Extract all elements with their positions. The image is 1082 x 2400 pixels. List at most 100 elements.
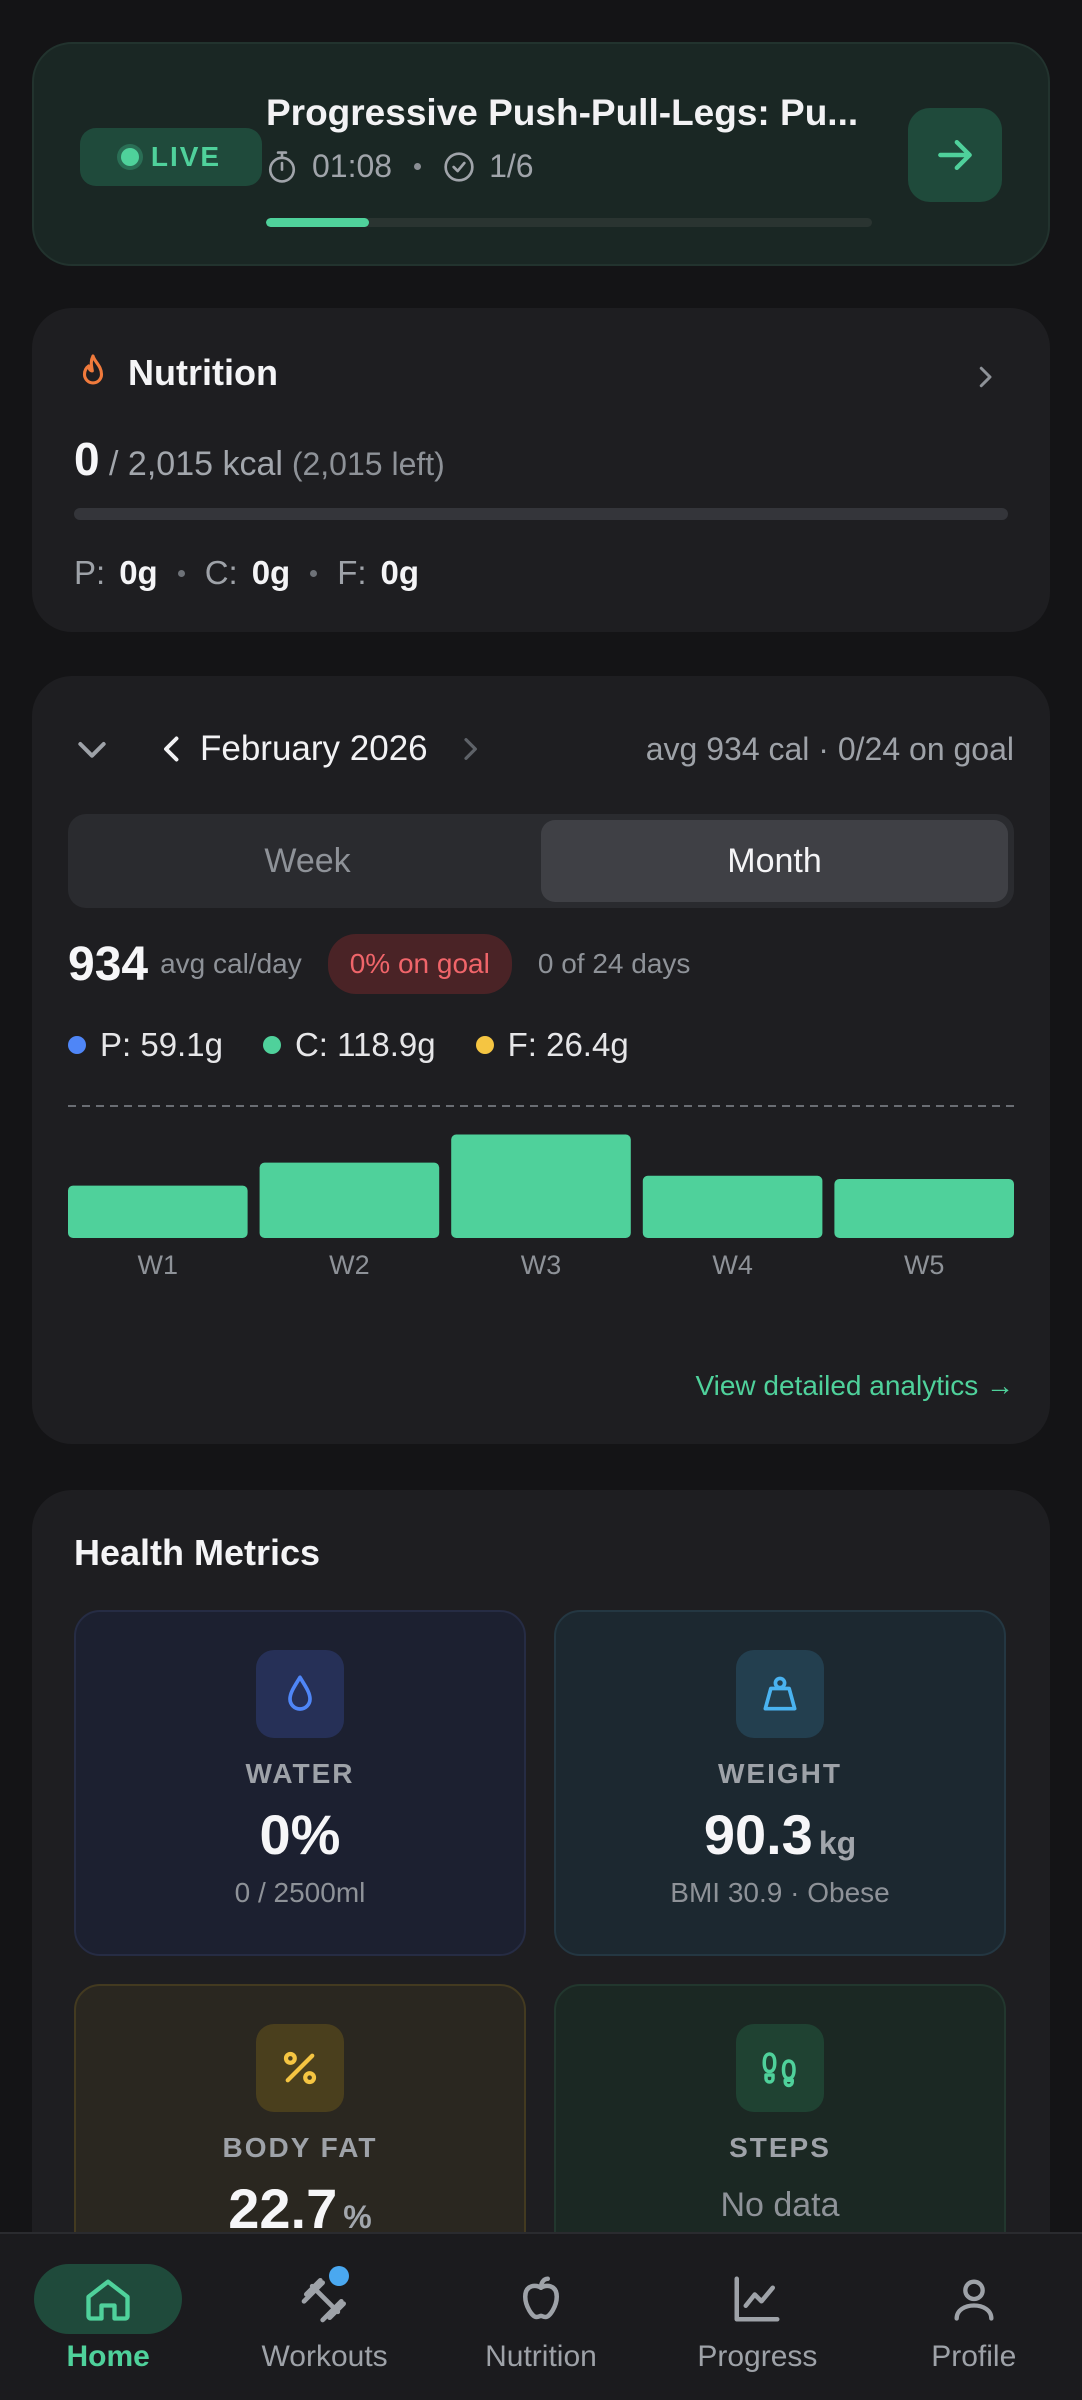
macro-separator bbox=[177, 569, 185, 577]
legend-fat-label: F: 26.4g bbox=[507, 1026, 629, 1063]
month-label: February 2026 bbox=[200, 729, 428, 768]
open-workout-button[interactable] bbox=[908, 108, 1002, 202]
steps-label: STEPS bbox=[729, 2132, 831, 2163]
next-month-icon[interactable] bbox=[454, 731, 486, 767]
weight-unit: kg bbox=[818, 1825, 857, 1861]
avg-calories-unit: avg cal/day bbox=[160, 948, 302, 979]
nav-home[interactable]: Home bbox=[8, 2264, 208, 2374]
carbs-label: C: bbox=[204, 554, 238, 591]
bottom-nav: Home Workouts Nutrition Progress Profile bbox=[0, 2232, 1082, 2400]
dumbbell-icon bbox=[301, 2278, 346, 2323]
fat-dot bbox=[475, 1036, 494, 1054]
nav-nutrition[interactable]: Nutrition bbox=[441, 2264, 641, 2374]
nav-workouts-label: Workouts bbox=[261, 2340, 388, 2373]
calorie-goal: / 2,015 kcal bbox=[99, 445, 283, 483]
water-sub: 0 / 2500ml bbox=[234, 1877, 366, 1908]
water-tile[interactable]: WATER 0% 0 / 2500ml bbox=[74, 1610, 526, 1956]
nav-profile-label: Profile bbox=[931, 2340, 1017, 2373]
nutrition-card[interactable]: Nutrition 0 / 2,015 kcal (2,015 left) P:… bbox=[32, 308, 1050, 632]
home-icon bbox=[86, 2279, 130, 2321]
calorie-summary: 0 / 2,015 kcal (2,015 left) bbox=[74, 432, 445, 486]
calories-left: (2,015 left) bbox=[282, 446, 445, 482]
view-analytics-link[interactable]: View detailed analytics → bbox=[695, 1370, 1014, 1401]
bmi-text: BMI 30.9 · Obese bbox=[670, 1877, 890, 1908]
workout-sets-count: 1/6 bbox=[489, 148, 534, 184]
live-indicator-dot bbox=[120, 148, 139, 166]
meta-separator bbox=[414, 163, 422, 170]
nutrition-title: Nutrition bbox=[128, 352, 278, 393]
legend-carbs-label: C: 118.9g bbox=[294, 1026, 436, 1063]
check-circle-icon bbox=[444, 151, 474, 182]
line-chart-icon bbox=[734, 2276, 780, 2322]
workout-title: Progressive Push-Pull-Legs: Pu... bbox=[266, 92, 859, 133]
goal-line-label: 2015 bbox=[965, 1096, 1014, 1101]
calorie-progress-bar bbox=[74, 508, 1008, 520]
chart-bar-w4[interactable] bbox=[642, 1175, 823, 1238]
nav-nutrition-label: Nutrition bbox=[485, 2340, 597, 2373]
workout-progress-bar bbox=[266, 218, 872, 227]
live-badge-label: LIVE bbox=[150, 141, 222, 172]
nav-workouts-icon-wrap bbox=[251, 2264, 399, 2334]
chart-bar-w2[interactable] bbox=[259, 1162, 440, 1238]
apple-icon bbox=[522, 2276, 559, 2320]
chart-bar-w1[interactable] bbox=[68, 1185, 248, 1238]
stopwatch-icon bbox=[268, 150, 296, 183]
chevron-right-icon[interactable] bbox=[970, 360, 1000, 394]
body-fat-value: 22.7 bbox=[228, 2177, 338, 2240]
live-workout-card[interactable]: LIVE Progressive Push-Pull-Legs: Pu... 0… bbox=[32, 42, 1050, 266]
flame-icon bbox=[82, 354, 104, 385]
workout-meta: 01:08 1/6 bbox=[266, 148, 534, 185]
water-icon-box bbox=[256, 1650, 344, 1738]
nav-profile[interactable]: Profile bbox=[874, 2264, 1074, 2374]
body-fat-label: BODY FAT bbox=[222, 2132, 378, 2163]
tab-month[interactable]: Month bbox=[541, 820, 1008, 902]
live-badge: LIVE bbox=[80, 128, 262, 186]
water-value: 0% bbox=[259, 1803, 341, 1866]
body-fat-icon-box bbox=[256, 2024, 344, 2112]
carbs-dot bbox=[262, 1036, 281, 1054]
health-metrics-title: Health Metrics bbox=[74, 1532, 321, 1573]
nav-progress-icon-wrap bbox=[683, 2264, 831, 2334]
arrow-right-icon bbox=[938, 139, 972, 171]
period-toggle: Week Month bbox=[68, 814, 1014, 908]
weight-value: 90.3 bbox=[703, 1803, 813, 1866]
percent-icon bbox=[283, 2051, 317, 2085]
previous-month-icon[interactable] bbox=[154, 729, 190, 769]
nav-progress-label: Progress bbox=[697, 2340, 818, 2373]
nav-profile-icon-wrap bbox=[900, 2264, 1048, 2334]
legend-fat: F: 26.4g bbox=[475, 1026, 629, 1064]
protein-label: P: bbox=[74, 554, 106, 591]
weight-icon-box bbox=[736, 1650, 824, 1738]
macro-separator bbox=[310, 569, 318, 577]
steps-value: No data bbox=[720, 2186, 840, 2224]
user-icon bbox=[954, 2279, 994, 2321]
carbs-value: 0g bbox=[251, 554, 291, 591]
fat-label: F: bbox=[337, 554, 367, 591]
nav-workouts[interactable]: Workouts bbox=[225, 2264, 425, 2374]
workout-timer: 01:08 bbox=[312, 148, 393, 184]
calories-consumed: 0 bbox=[74, 433, 100, 485]
protein-dot bbox=[68, 1036, 86, 1054]
macro-summary: P: 0g C: 0g F: 0g bbox=[74, 554, 419, 592]
macro-legend: P: 59.1g C: 118.9g F: 26.4g bbox=[68, 1026, 629, 1064]
collapse-chevron-icon[interactable] bbox=[72, 729, 112, 769]
month-summary: avg 934 cal · 0/24 on goal bbox=[645, 730, 1014, 767]
chart-bar-w5[interactable] bbox=[834, 1179, 1014, 1238]
weight-tile[interactable]: WEIGHT 90.3 kg BMI 30.9 · Obese bbox=[554, 1610, 1006, 1956]
legend-protein-label: P: 59.1g bbox=[100, 1026, 223, 1063]
footprints-icon bbox=[762, 2052, 796, 2088]
legend-carbs: C: 118.9g bbox=[262, 1026, 436, 1064]
nav-progress[interactable]: Progress bbox=[657, 2264, 857, 2374]
chart-bar-w3[interactable] bbox=[451, 1134, 631, 1238]
fat-value: 0g bbox=[380, 554, 420, 591]
body-fat-value-row: 22.7% bbox=[76, 2176, 524, 2241]
workouts-notification-dot bbox=[328, 2266, 349, 2286]
weight-label: WEIGHT bbox=[718, 1758, 842, 1789]
days-on-goal: 0 of 24 days bbox=[537, 948, 691, 979]
steps-icon-box bbox=[736, 2024, 824, 2112]
weight-icon bbox=[763, 1676, 797, 1711]
health-metrics-card: Health Metrics WATER 0% 0 / 2500ml WEIGH… bbox=[32, 1490, 1050, 2400]
nav-home-icon-wrap bbox=[34, 2264, 183, 2334]
nav-nutrition-icon-wrap bbox=[467, 2264, 615, 2334]
tab-week[interactable]: Week bbox=[264, 841, 351, 880]
